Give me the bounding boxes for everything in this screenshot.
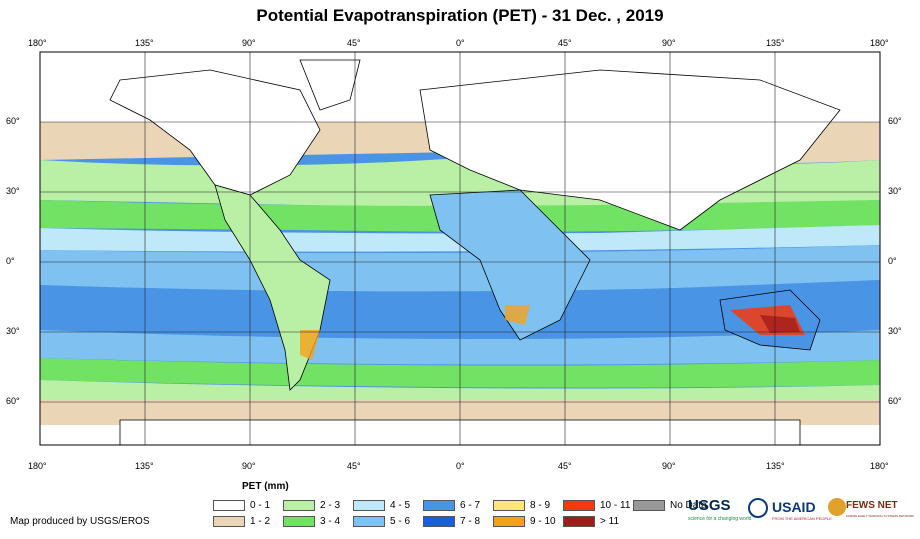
legend-swatch	[633, 500, 665, 511]
legend-swatch	[423, 516, 455, 527]
legend-swatch	[423, 500, 455, 511]
lat-label-right: 60°	[888, 396, 902, 406]
lat-label-left: 60°	[6, 116, 20, 126]
legend-label: 8 - 9	[530, 500, 551, 511]
lon-label-top: 90°	[242, 38, 256, 48]
legend-label: 3 - 4	[320, 516, 341, 527]
lon-label-top: 180°	[870, 38, 889, 48]
usgs-logo: USGS	[688, 497, 731, 514]
lon-label-bottom: 45°	[347, 461, 361, 471]
graticule	[40, 52, 880, 445]
lat-label-right: 60°	[888, 116, 902, 126]
legend-label: 7 - 8	[460, 516, 481, 527]
fews-globe-icon	[828, 498, 846, 516]
legend-label: 4 - 5	[390, 500, 411, 511]
legend-swatch	[353, 500, 385, 511]
legend-swatch	[353, 516, 385, 527]
legend-label: 9 - 10	[530, 516, 556, 527]
lon-label-bottom: 45°	[558, 461, 572, 471]
legend-label: 10 - 11	[600, 500, 631, 511]
lon-label-top: 135°	[766, 38, 785, 48]
lat-label-left: 30°	[6, 186, 20, 196]
lat-label-left: 0°	[6, 256, 15, 266]
legend-label: 2 - 3	[320, 500, 341, 511]
legend-swatch	[283, 516, 315, 527]
legend-swatch	[563, 500, 595, 511]
credit-text: Map produced by USGS/EROS	[10, 516, 150, 527]
lon-label-bottom: 90°	[242, 461, 256, 471]
fews-tagline: FAMINE EARLY WARNING SYSTEMS NETWORK	[846, 514, 915, 518]
legend-swatch	[493, 500, 525, 511]
lon-label-bottom: 135°	[766, 461, 785, 471]
usgs-tagline: science for a changing world	[688, 516, 752, 522]
lon-label-bottom: 0°	[456, 461, 465, 471]
lon-label-top: 135°	[135, 38, 154, 48]
lon-label-top: 0°	[456, 38, 465, 48]
legend-swatch	[213, 516, 245, 527]
legend-swatch	[283, 500, 315, 511]
lon-label-top: 45°	[347, 38, 361, 48]
lat-label-right: 30°	[888, 326, 902, 336]
legend-label: 0 - 1	[250, 500, 271, 511]
fews-logo: FEWS NET	[846, 500, 898, 511]
lon-label-bottom: 90°	[662, 461, 676, 471]
lat-label-left: 60°	[6, 396, 20, 406]
legend-label: 1 - 2	[250, 516, 271, 527]
legend-swatch	[563, 516, 595, 527]
legend-swatch	[213, 500, 245, 511]
lat-label-right: 0°	[888, 256, 897, 266]
lon-label-top: 45°	[558, 38, 572, 48]
legend-swatch	[493, 516, 525, 527]
usaid-tagline: FROM THE AMERICAN PEOPLE	[772, 516, 832, 521]
lon-label-top: 90°	[662, 38, 676, 48]
lon-label-top: 180°	[28, 38, 47, 48]
lon-label-bottom: 180°	[28, 461, 47, 471]
lat-label-left: 30°	[6, 326, 20, 336]
map-title: Potential Evapotranspiration (PET) - 31 …	[256, 6, 664, 25]
legend-title: PET (mm)	[242, 481, 289, 492]
usaid-logo: USAID	[772, 499, 816, 515]
usaid-seal-icon	[748, 498, 768, 518]
legend-label: No Data	[670, 500, 707, 511]
lat-label-right: 30°	[888, 186, 902, 196]
legend-label: > 11	[600, 516, 619, 527]
lon-label-bottom: 180°	[870, 461, 889, 471]
map-frame	[39, 51, 881, 446]
legend-label: 5 - 6	[390, 516, 411, 527]
legend-label: 6 - 7	[460, 500, 481, 511]
lon-label-bottom: 135°	[135, 461, 154, 471]
